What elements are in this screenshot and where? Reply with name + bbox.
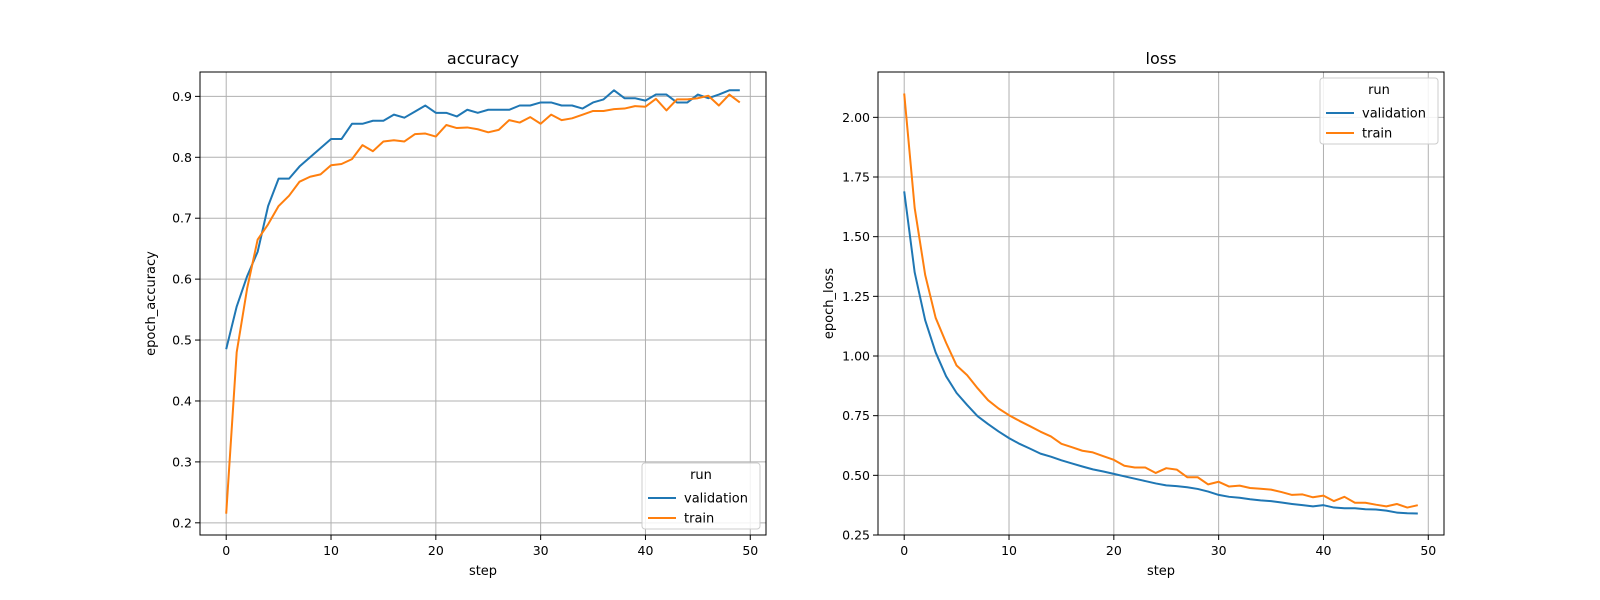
x-axis-label: step	[1147, 564, 1175, 579]
y-tick-label: 0.8	[172, 150, 192, 165]
series-line-train	[225, 93, 741, 514]
x-tick-label: 20	[1106, 543, 1122, 558]
legend: run validation train	[1319, 77, 1439, 145]
x-tick-label: 30	[1211, 543, 1227, 558]
legend-label-train: train	[1362, 127, 1392, 142]
y-tick-label: 0.4	[172, 393, 192, 408]
x-tick-label: 40	[1316, 543, 1332, 558]
legend-title: run	[690, 468, 712, 483]
chart-accuracy: 0 10 20 30 40 50 0.2 0.3 0.4 0.5 0.6 0.7 0.8 0.9 accur…	[144, 49, 767, 579]
plot-frame	[877, 71, 1445, 536]
y-tick-label: 1.00	[842, 349, 870, 364]
chart-title: accuracy	[447, 49, 519, 68]
x-tick-label: 10	[323, 543, 339, 558]
legend-label-train: train	[684, 512, 714, 527]
y-tick-label: 1.50	[842, 229, 870, 244]
x-tick-label: 50	[1420, 543, 1436, 558]
y-tick-label: 0.75	[842, 408, 870, 423]
x-tick-label: 0	[900, 543, 908, 558]
y-axis-label: epoch_loss	[822, 268, 837, 339]
y-tick-label: 0.9	[172, 89, 192, 104]
legend-box	[1319, 77, 1439, 145]
series-line-validation	[903, 191, 1418, 515]
y-axis-label: epoch_accuracy	[144, 251, 159, 356]
y-tick-label: 0.6	[172, 272, 192, 287]
y-tick-label: 1.75	[842, 170, 870, 185]
plot-frame	[199, 71, 767, 536]
legend: run validation train	[641, 462, 761, 530]
x-axis-label: step	[469, 564, 497, 579]
x-tick-label: 40	[638, 543, 654, 558]
y-tick-label: 2.00	[842, 110, 870, 125]
x-tick-label: 20	[428, 543, 444, 558]
y-tick-label: 1.25	[842, 289, 870, 304]
legend-label-validation: validation	[684, 492, 748, 507]
legend-title: run	[1368, 83, 1390, 98]
series-line-train	[903, 93, 1419, 509]
y-tick-label: 0.7	[172, 211, 192, 226]
x-tick-label: 50	[742, 543, 758, 558]
chart-loss: 0 10 20 30 40 50 0.25 0.50 0.75 1.00 1.25 1.50 1.75 2…	[822, 49, 1445, 579]
y-tick-label: 0.5	[172, 333, 192, 348]
y-tick-label: 0.25	[842, 528, 870, 543]
y-tick-label: 0.2	[172, 515, 192, 530]
y-tick-label: 0.50	[842, 468, 870, 483]
legend-box	[641, 462, 761, 530]
series-line-validation	[225, 89, 740, 350]
y-tick-label: 0.3	[172, 454, 192, 469]
chart-title: loss	[1146, 49, 1177, 68]
x-tick-label: 10	[1001, 543, 1017, 558]
x-tick-label: 30	[533, 543, 549, 558]
x-tick-label: 0	[222, 543, 230, 558]
legend-label-validation: validation	[1362, 107, 1426, 122]
